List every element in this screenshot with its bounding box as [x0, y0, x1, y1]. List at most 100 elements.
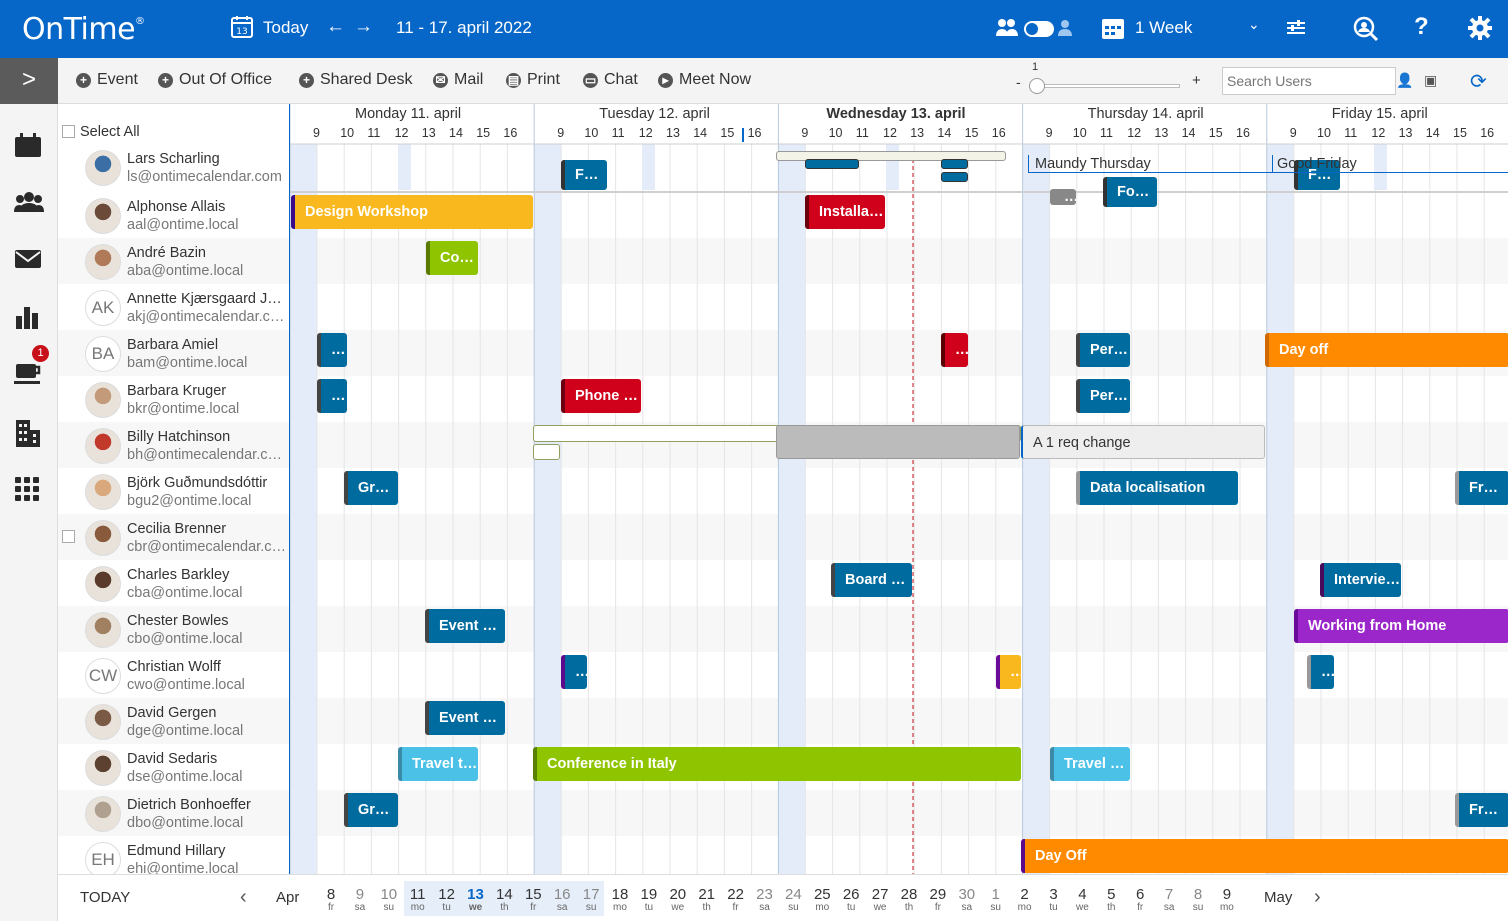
nav-day[interactable]: 1 su [982, 886, 1010, 913]
single-user-icon[interactable] [1058, 19, 1072, 42]
user-filter-icon[interactable]: 👤 [1396, 72, 1414, 88]
user-row[interactable]: BA Barbara Amiel bam@ontime.local [58, 330, 289, 376]
calendar-event[interactable]: … [317, 379, 347, 413]
view-select[interactable]: 1 Week [1135, 18, 1193, 37]
user-row[interactable]: AK Annette Kjærsgaard Jø… akj@ontimecalend… [58, 284, 289, 330]
nav-day[interactable]: 26 tu [837, 886, 865, 913]
user-row[interactable]: CW Christian Wolff cwo@ontime.local [58, 652, 289, 698]
user-row[interactable]: Dietrich Bonhoeffer dbo@ontime.local [58, 790, 289, 836]
nav-day[interactable]: 29 fr [924, 886, 952, 913]
user-row[interactable]: Lars Scharling ls@ontimecalendar.com [58, 144, 289, 190]
calendar-event[interactable]: Perf… [1076, 379, 1130, 413]
nav-day[interactable]: 15 fr [519, 886, 547, 913]
nav-day[interactable]: 8 fr [317, 886, 345, 913]
calendar-event[interactable]: Event co… [425, 609, 505, 643]
calendar-event[interactable]: Travel to… [398, 747, 478, 781]
calendar-event[interactable]: Foc… [1294, 160, 1340, 190]
calendar-event[interactable]: Day Off [1021, 839, 1508, 873]
stats-icon[interactable] [14, 304, 44, 334]
day-header[interactable]: Thursday 14. april [1087, 106, 1204, 122]
nav-day[interactable]: 24 su [779, 886, 807, 913]
user-row-checkbox[interactable] [62, 530, 75, 543]
group-view-icon[interactable] [996, 18, 1018, 43]
nav-day[interactable]: 12 tu [433, 886, 461, 913]
ontime-logo[interactable]: OnTime® [22, 12, 145, 47]
day-header[interactable]: Wednesday 13. april [826, 106, 966, 122]
calendar-event[interactable]: A 1 req change [1021, 425, 1265, 459]
apps-grid-icon[interactable] [14, 476, 44, 506]
filter-sliders-icon[interactable] [1286, 19, 1306, 42]
next-period-chevron-icon[interactable]: › [1314, 886, 1321, 908]
resource-filter-icon[interactable]: ▣ [1424, 72, 1438, 88]
group-icon[interactable] [14, 190, 44, 220]
calendar-event[interactable]: Foc… [1103, 177, 1157, 207]
mail-icon[interactable] [14, 248, 44, 278]
previous-week-arrow-icon[interactable]: ← [326, 16, 345, 37]
today-button[interactable]: Today [263, 18, 309, 37]
settings-gear-icon[interactable] [1467, 15, 1493, 46]
chat-button[interactable]: ▭ Chat [583, 71, 638, 88]
search-person-icon[interactable] [1353, 16, 1379, 47]
calendar-event[interactable]: … [996, 655, 1021, 689]
user-row[interactable]: Alphonse Allais aal@ontime.local [58, 192, 289, 238]
user-row[interactable]: Charles Barkley cba@ontime.local [58, 560, 289, 606]
user-row[interactable]: Chester Bowles cbo@ontime.local [58, 606, 289, 652]
nav-day[interactable]: 30 sa [953, 886, 981, 913]
out-of-office-button[interactable]: + Out Of Office [158, 71, 272, 89]
calendar-event[interactable]: … [1307, 655, 1334, 689]
nav-day[interactable]: 18 mo [606, 886, 634, 913]
help-icon[interactable]: ? [1414, 13, 1429, 40]
search-users-input[interactable] [1223, 68, 1381, 94]
calendar-event[interactable]: … [317, 333, 347, 367]
select-all-checkbox[interactable] [62, 125, 75, 138]
user-row[interactable]: Billy Hatchinson bh@ontimecalendar.c… [58, 422, 289, 468]
calendar-event[interactable]: Phone c… [561, 379, 641, 413]
zoom-slider-handle[interactable] [1029, 78, 1045, 94]
nav-day[interactable]: 13 we [462, 886, 490, 913]
calendar-event[interactable]: Working from Home [1294, 609, 1508, 643]
user-row[interactable]: David Sedaris dse@ontime.local [58, 744, 289, 790]
nav-day[interactable]: 8 su [1184, 886, 1212, 913]
nav-day[interactable]: 3 tu [1040, 886, 1068, 913]
today-shortcut-button[interactable]: TODAY [80, 889, 131, 906]
nav-day[interactable]: 19 tu [635, 886, 663, 913]
nav-day[interactable]: 9 mo [1213, 886, 1241, 913]
tentative-block[interactable] [776, 425, 1020, 459]
calendar-event[interactable]: Travel b… [1050, 747, 1130, 781]
refresh-icon[interactable]: ⟳ [1470, 71, 1487, 93]
calendar-event[interactable]: Data localisation [1076, 471, 1238, 505]
expand-sidebar-chevron-icon[interactable]: > [0, 58, 58, 104]
user-row[interactable]: André Bazin aba@ontime.local [58, 238, 289, 284]
tentative-block[interactable] [776, 151, 1006, 161]
calendar-event[interactable]: Perf… [1076, 333, 1130, 367]
calendar-event[interactable]: Fr… [1455, 793, 1508, 827]
tentative-block[interactable] [533, 444, 560, 460]
calendar-event[interactable]: Installati… [805, 195, 885, 229]
calendar-event[interactable]: Day off [1265, 333, 1508, 367]
calendar-icon[interactable] [14, 132, 44, 162]
tentative-block[interactable] [941, 159, 968, 169]
user-row[interactable]: David Gergen dge@ontime.local [58, 698, 289, 744]
shared-desk-button[interactable]: + Shared Desk [299, 71, 413, 89]
day-header[interactable]: Monday 11. april [355, 106, 462, 122]
calendar-event[interactable]: Event co… [425, 701, 505, 735]
user-row[interactable]: Björk Guðmundsdóttir bgu2@ontime.local [58, 468, 289, 514]
meet-now-button[interactable]: ▸ Meet Now [658, 71, 751, 89]
zoom-out-button[interactable]: - [1016, 74, 1021, 90]
calendar-event[interactable]: Fr… [1455, 471, 1508, 505]
user-row[interactable]: Barbara Kruger bkr@ontime.local [58, 376, 289, 422]
calendar-event[interactable]: … [561, 655, 587, 689]
calendar-event[interactable]: Con… [426, 241, 478, 275]
nav-day[interactable]: 6 fr [1126, 886, 1154, 913]
calendar-event[interactable]: Foc… [561, 160, 607, 190]
day-header[interactable]: Friday 15. april [1331, 106, 1428, 122]
calendar-event[interactable]: Gro… [344, 793, 398, 827]
nav-day[interactable]: 11 mo [404, 886, 432, 913]
day-header[interactable]: Tuesday 12. april [599, 106, 710, 122]
calendar-event[interactable]: … [941, 333, 968, 367]
nav-day[interactable]: 7 sa [1155, 886, 1183, 913]
